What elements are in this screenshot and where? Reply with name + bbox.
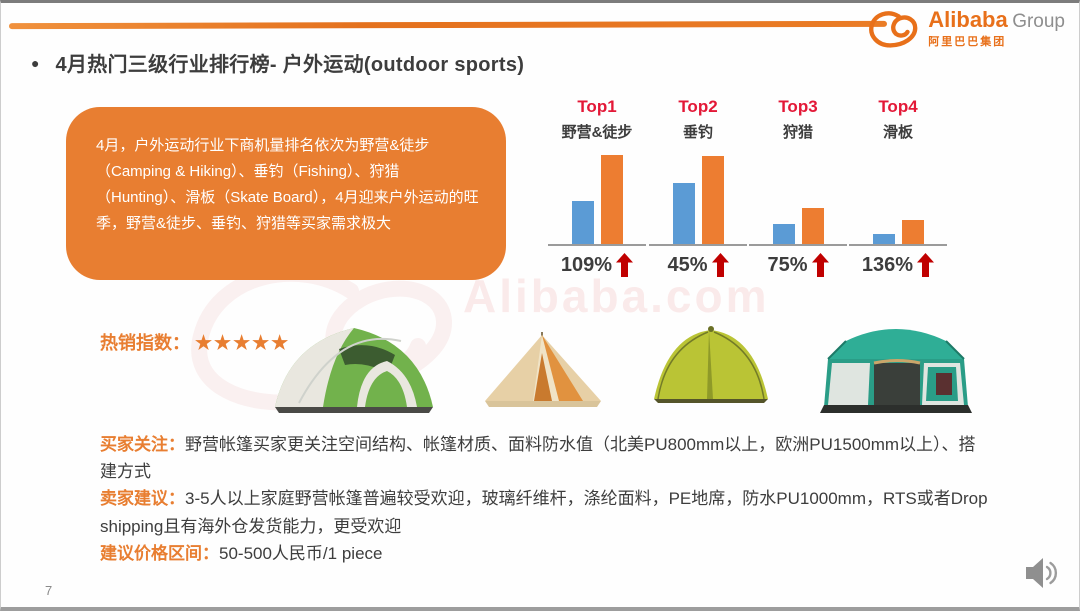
- rank-label: Top3: [778, 97, 818, 116]
- growth-value: 45%: [667, 253, 708, 276]
- category-label: 垂钓: [682, 124, 713, 141]
- growth-row: 136%: [849, 253, 947, 277]
- up-arrow-icon: [811, 253, 829, 277]
- category-label: 野营&徒步: [561, 124, 633, 141]
- chart-group-top2: Top2 垂钓 45%: [649, 97, 747, 277]
- bar-plot: [749, 148, 847, 246]
- summary-box: 4月，户外运动行业下商机量排名依次为野营&徒步（Camping & Hiking…: [66, 107, 506, 280]
- speaker-icon[interactable]: [1019, 553, 1061, 593]
- buyer-focus-label: 买家关注：: [100, 435, 185, 454]
- seller-advice-label: 卖家建议：: [100, 489, 185, 509]
- alibaba-logo: Alibaba Group 阿里巴巴集团: [867, 8, 1065, 50]
- bar-current: [901, 220, 924, 244]
- tent-image-bell-tent: [485, 332, 601, 407]
- bar-previous: [872, 234, 895, 244]
- watermark: Alibaba.com: [463, 270, 770, 322]
- bar-current: [801, 208, 824, 244]
- bar-plot: [849, 148, 947, 246]
- bar-plot: [548, 148, 646, 246]
- buyer-focus-text: 野营帐篷买家更关注空间结构、帐篷材质、面料防水值（北美PU800mm以上，欧洲P…: [100, 435, 976, 482]
- bar-previous: [571, 201, 594, 244]
- growth-row: 109%: [548, 253, 646, 277]
- growth-row: 45%: [649, 253, 747, 277]
- rank-label: Top4: [878, 97, 918, 116]
- summary-text: 4月，户外运动行业下商机量排名依次为野营&徒步（Camping & Hiking…: [96, 137, 479, 232]
- bar-current: [600, 155, 623, 244]
- bar-previous: [772, 224, 795, 244]
- top-accent-line: [8, 20, 888, 30]
- chart-group-top1: Top1 野营&徒步 109%: [548, 97, 646, 277]
- page-title: 4月热门三级行业排行榜- 户外运动(outdoor sports): [55, 54, 525, 76]
- growth-row: 75%: [749, 253, 847, 277]
- buyer-focus-row: 买家关注：野营帐篷买家更关注空间结构、帐篷材质、面料防水值（北美PU800mm以…: [100, 431, 992, 485]
- details-block: 买家关注：野营帐篷买家更关注空间结构、帐篷材质、面料防水值（北美PU800mm以…: [100, 431, 992, 567]
- title-row: ● 4月热门三级行业排行榜- 户外运动(outdoor sports): [31, 48, 524, 77]
- tent-image-cabin-tent: [820, 329, 972, 413]
- seller-advice-row: 卖家建议：3-5人以上家庭野营帐篷普遍较受欢迎，玻璃纤维杆，涤纶面料，PE地席，…: [100, 485, 992, 539]
- chart-group-top3: Top3 狩猎 75%: [749, 97, 847, 277]
- logo-wordmark: Alibaba: [928, 7, 1008, 32]
- bullet-icon: ●: [31, 54, 40, 71]
- up-arrow-icon: [917, 253, 935, 277]
- logo-chinese-text: 阿里巴巴集团: [928, 36, 1007, 48]
- price-range-row: 建议价格区间：50-500人民币/1 piece: [100, 540, 992, 567]
- star-rating: ★★★★★: [195, 333, 291, 354]
- bar-previous: [672, 183, 695, 244]
- hot-sale-index: 热销指数： ★★★★★: [100, 329, 290, 355]
- tent-image-yellow-dome: [654, 326, 768, 403]
- category-label: 滑板: [882, 124, 913, 141]
- rank-label: Top2: [678, 97, 718, 116]
- tent-image-green-dome: [275, 328, 433, 413]
- category-label: 狩猎: [782, 124, 813, 141]
- hot-index-label: 热销指数：: [100, 333, 190, 353]
- growth-value: 136%: [861, 253, 914, 276]
- price-range-label: 建议价格区间：: [100, 543, 219, 563]
- up-arrow-icon: [711, 253, 729, 277]
- page-number: 7: [45, 583, 53, 598]
- alibaba-logo-icon: [869, 11, 918, 48]
- rank-label: Top1: [577, 97, 617, 116]
- chart-group-top4: Top4 滑板 136%: [849, 97, 947, 277]
- price-range-text: 50-500人民币/1 piece: [219, 543, 383, 563]
- bar-current: [701, 156, 724, 244]
- growth-value: 109%: [560, 253, 613, 276]
- seller-advice-text: 3-5人以上家庭野营帐篷普遍较受欢迎，玻璃纤维杆，涤纶面料，PE地席，防水PU1…: [100, 489, 988, 536]
- growth-value: 75%: [767, 253, 808, 276]
- bar-plot: [649, 148, 747, 246]
- logo-group-text: Group: [1012, 11, 1065, 32]
- up-arrow-icon: [616, 253, 634, 277]
